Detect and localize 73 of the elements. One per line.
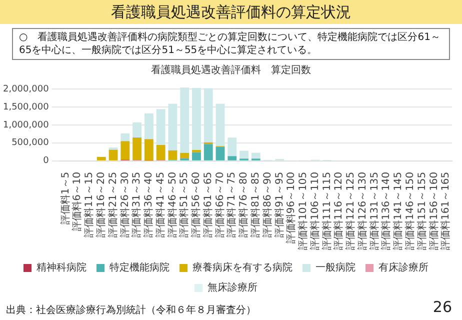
legend-label: 特定機能病院 [110, 262, 170, 274]
y-tick-label: 1,000,000 [2, 120, 50, 130]
legend-label: 無床診療所 [208, 282, 258, 294]
x-tick-label: 評価料161～165 [440, 172, 452, 250]
bar [120, 141, 130, 160]
text: ○ 看護職員処遇改善評価料の病院類型ごとの算定回数について、特定機能病院では区分61～65を中心に、一般病院では区分51～55を中心に算定されている。 [12, 28, 450, 60]
bar [216, 104, 225, 146]
x-tick-label: 評価料86～90 [261, 172, 274, 238]
x-tick-label: 評価料56～60 [190, 172, 202, 238]
x-tick-label: 評価料6～10 [71, 172, 84, 231]
y-tick-label: 1,500,000 [2, 102, 50, 112]
x-tick-label: 評価料146～150 [404, 172, 416, 250]
x-tick-label: 評価料136～140 [380, 172, 392, 250]
bar [204, 144, 213, 160]
bar [251, 152, 260, 159]
x-tick-label: 評価料51～55 [178, 172, 190, 238]
x-tick-label: 評価料66～70 [214, 172, 226, 238]
x-tick-label: 評価料106～110 [308, 172, 321, 250]
bar [180, 152, 190, 158]
x-tick-label: 評価料11～15 [83, 172, 96, 238]
bar [108, 150, 118, 160]
bar [168, 150, 178, 160]
legend-label: 一般病院 [316, 262, 356, 274]
x-tick-label: 評価料16～20 [94, 172, 107, 238]
x-tick-label: 評価料1～5 [59, 172, 72, 225]
bar [156, 109, 166, 146]
bar [228, 138, 237, 156]
x-tick-label: 評価料96～100 [285, 172, 298, 244]
x-tick-label: 評価料21～25 [106, 172, 119, 238]
x-tick-label: 評価料151～155 [416, 172, 428, 250]
x-tick-label: 評価料91～95 [273, 172, 286, 238]
legend-label: 精神科病院 [36, 262, 86, 274]
x-tick-label: 評価料111～115 [320, 172, 333, 250]
bar [96, 156, 106, 160]
x-tick-label: 評価料71～75 [226, 172, 238, 238]
x-tick-label: 評価料141～145 [392, 172, 404, 250]
chart-title: 看護職員処遇改善評価料の算定状況 [0, 0, 462, 24]
bar [204, 88, 213, 142]
x-tick-label: 評価料36～40 [142, 172, 155, 238]
bar [144, 139, 154, 161]
x-tick-label: 評価料41～45 [154, 172, 166, 238]
bar [132, 137, 142, 160]
x-tick-label: 評価料101～105 [297, 172, 310, 250]
bar [192, 88, 201, 150]
y-tick-label: 0 [43, 156, 50, 166]
bar [132, 122, 142, 138]
x-tick-label: 評価料26～30 [118, 172, 131, 238]
bar [228, 156, 237, 160]
bar [144, 113, 154, 140]
y-tick-label: 500,000 [12, 138, 50, 148]
text: 26 [432, 298, 452, 316]
x-tick-label: 評価料46～50 [166, 172, 178, 238]
bar [192, 152, 201, 160]
x-tick-label: 評価料116～120 [332, 172, 345, 250]
x-tick-label: 評価料121～125 [344, 172, 357, 250]
source-note: 出典：社会医療診療行為別統計（令和６年８月審査分） [6, 304, 256, 317]
x-tick-label: 評価料31～35 [130, 172, 143, 238]
x-tick-label: 評価料61～65 [202, 172, 214, 238]
legend-label: 療養病床を有する病院 [192, 262, 292, 274]
x-tick-label: 評価料126～130 [356, 172, 368, 250]
chart-subtitle: 看護職員処遇改善評価料 算定回数 [150, 64, 312, 77]
x-tick-label: 評価料81～85 [249, 172, 262, 238]
bar [156, 145, 166, 160]
bar [168, 104, 178, 150]
y-tick-label: 2,000,000 [2, 84, 50, 94]
x-tick-label: 評価料156～160 [428, 172, 440, 250]
x-tick-label: 評価料131～135 [368, 172, 380, 250]
bar [120, 133, 130, 142]
x-tick-label: 評価料76～80 [238, 172, 250, 238]
bar [216, 146, 225, 160]
bar [240, 150, 248, 159]
legend-label: 有床診療所 [378, 262, 428, 274]
bar [180, 88, 190, 153]
